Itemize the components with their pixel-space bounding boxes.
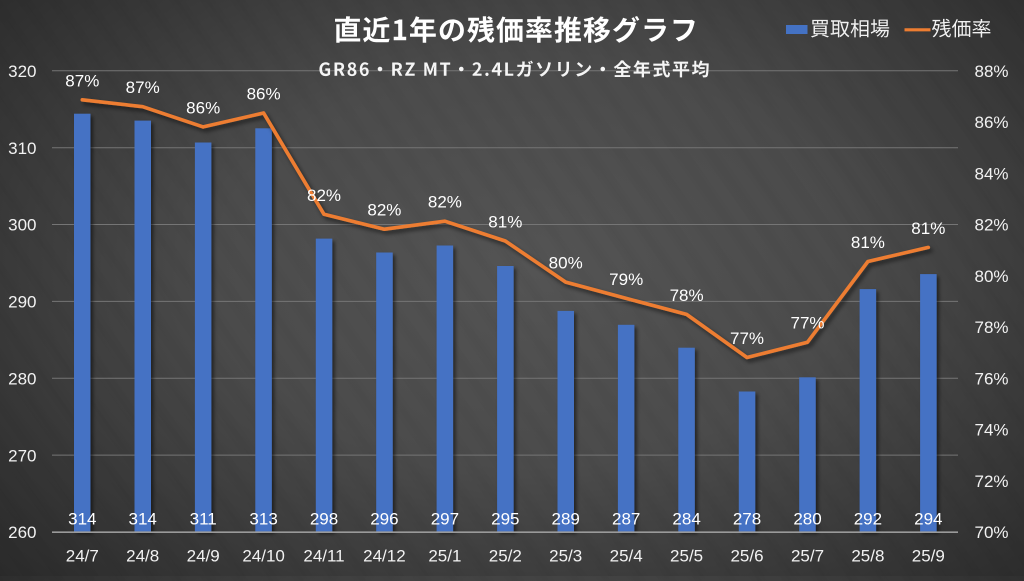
svg-text:24/9: 24/9 bbox=[187, 547, 220, 566]
svg-text:81%: 81% bbox=[488, 213, 522, 232]
svg-text:25/5: 25/5 bbox=[670, 547, 703, 566]
svg-text:78%: 78% bbox=[975, 318, 1009, 337]
svg-text:80%: 80% bbox=[975, 267, 1009, 286]
svg-text:24/12: 24/12 bbox=[363, 547, 406, 566]
svg-text:298: 298 bbox=[310, 509, 338, 528]
svg-text:311: 311 bbox=[190, 509, 217, 528]
svg-text:280: 280 bbox=[8, 370, 36, 389]
svg-text:289: 289 bbox=[552, 509, 580, 528]
svg-text:81%: 81% bbox=[911, 219, 945, 238]
svg-text:74%: 74% bbox=[975, 421, 1009, 440]
svg-text:82%: 82% bbox=[428, 193, 462, 212]
svg-text:320: 320 bbox=[8, 62, 36, 81]
svg-text:76%: 76% bbox=[975, 370, 1009, 389]
svg-text:84%: 84% bbox=[975, 165, 1009, 184]
svg-text:292: 292 bbox=[854, 509, 882, 528]
svg-text:82%: 82% bbox=[367, 201, 401, 220]
svg-text:25/3: 25/3 bbox=[549, 547, 582, 566]
svg-text:87%: 87% bbox=[126, 78, 160, 97]
svg-text:25/1: 25/1 bbox=[428, 547, 461, 566]
svg-text:260: 260 bbox=[8, 523, 36, 542]
svg-text:287: 287 bbox=[612, 509, 640, 528]
svg-text:278: 278 bbox=[733, 509, 761, 528]
svg-text:72%: 72% bbox=[975, 472, 1009, 491]
svg-text:79%: 79% bbox=[609, 270, 643, 289]
svg-text:300: 300 bbox=[8, 216, 36, 235]
svg-text:24/8: 24/8 bbox=[126, 547, 159, 566]
svg-text:296: 296 bbox=[370, 509, 398, 528]
svg-text:270: 270 bbox=[8, 446, 36, 465]
svg-text:87%: 87% bbox=[65, 71, 99, 90]
svg-text:25/2: 25/2 bbox=[489, 547, 522, 566]
svg-text:88%: 88% bbox=[975, 62, 1009, 81]
svg-text:294: 294 bbox=[914, 509, 942, 528]
svg-text:297: 297 bbox=[431, 509, 459, 528]
svg-text:78%: 78% bbox=[670, 286, 704, 305]
svg-text:284: 284 bbox=[672, 509, 700, 528]
svg-text:310: 310 bbox=[8, 139, 36, 158]
svg-text:81%: 81% bbox=[851, 233, 885, 252]
svg-text:86%: 86% bbox=[975, 113, 1009, 132]
svg-text:77%: 77% bbox=[730, 329, 764, 348]
svg-text:86%: 86% bbox=[186, 98, 220, 117]
svg-text:25/7: 25/7 bbox=[791, 547, 824, 566]
svg-text:25/4: 25/4 bbox=[610, 547, 643, 566]
svg-text:295: 295 bbox=[491, 509, 519, 528]
svg-text:82%: 82% bbox=[975, 216, 1009, 235]
svg-text:290: 290 bbox=[8, 293, 36, 312]
svg-text:24/7: 24/7 bbox=[66, 547, 99, 566]
svg-text:314: 314 bbox=[129, 509, 157, 528]
svg-text:80%: 80% bbox=[549, 254, 583, 273]
svg-text:82%: 82% bbox=[307, 186, 341, 205]
svg-text:314: 314 bbox=[68, 509, 96, 528]
svg-text:25/9: 25/9 bbox=[912, 547, 945, 566]
svg-text:313: 313 bbox=[249, 509, 277, 528]
svg-text:86%: 86% bbox=[247, 85, 281, 104]
svg-text:77%: 77% bbox=[790, 314, 824, 333]
svg-text:280: 280 bbox=[793, 509, 821, 528]
svg-text:25/8: 25/8 bbox=[851, 547, 884, 566]
svg-text:70%: 70% bbox=[975, 523, 1009, 542]
svg-text:25/6: 25/6 bbox=[730, 547, 763, 566]
svg-text:24/11: 24/11 bbox=[303, 547, 344, 566]
svg-text:24/10: 24/10 bbox=[242, 547, 285, 566]
